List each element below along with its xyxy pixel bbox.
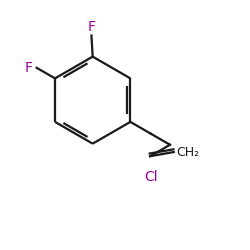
- Text: F: F: [88, 20, 96, 34]
- Text: Cl: Cl: [144, 170, 158, 184]
- Text: F: F: [25, 61, 33, 75]
- Text: CH₂: CH₂: [176, 146, 199, 158]
